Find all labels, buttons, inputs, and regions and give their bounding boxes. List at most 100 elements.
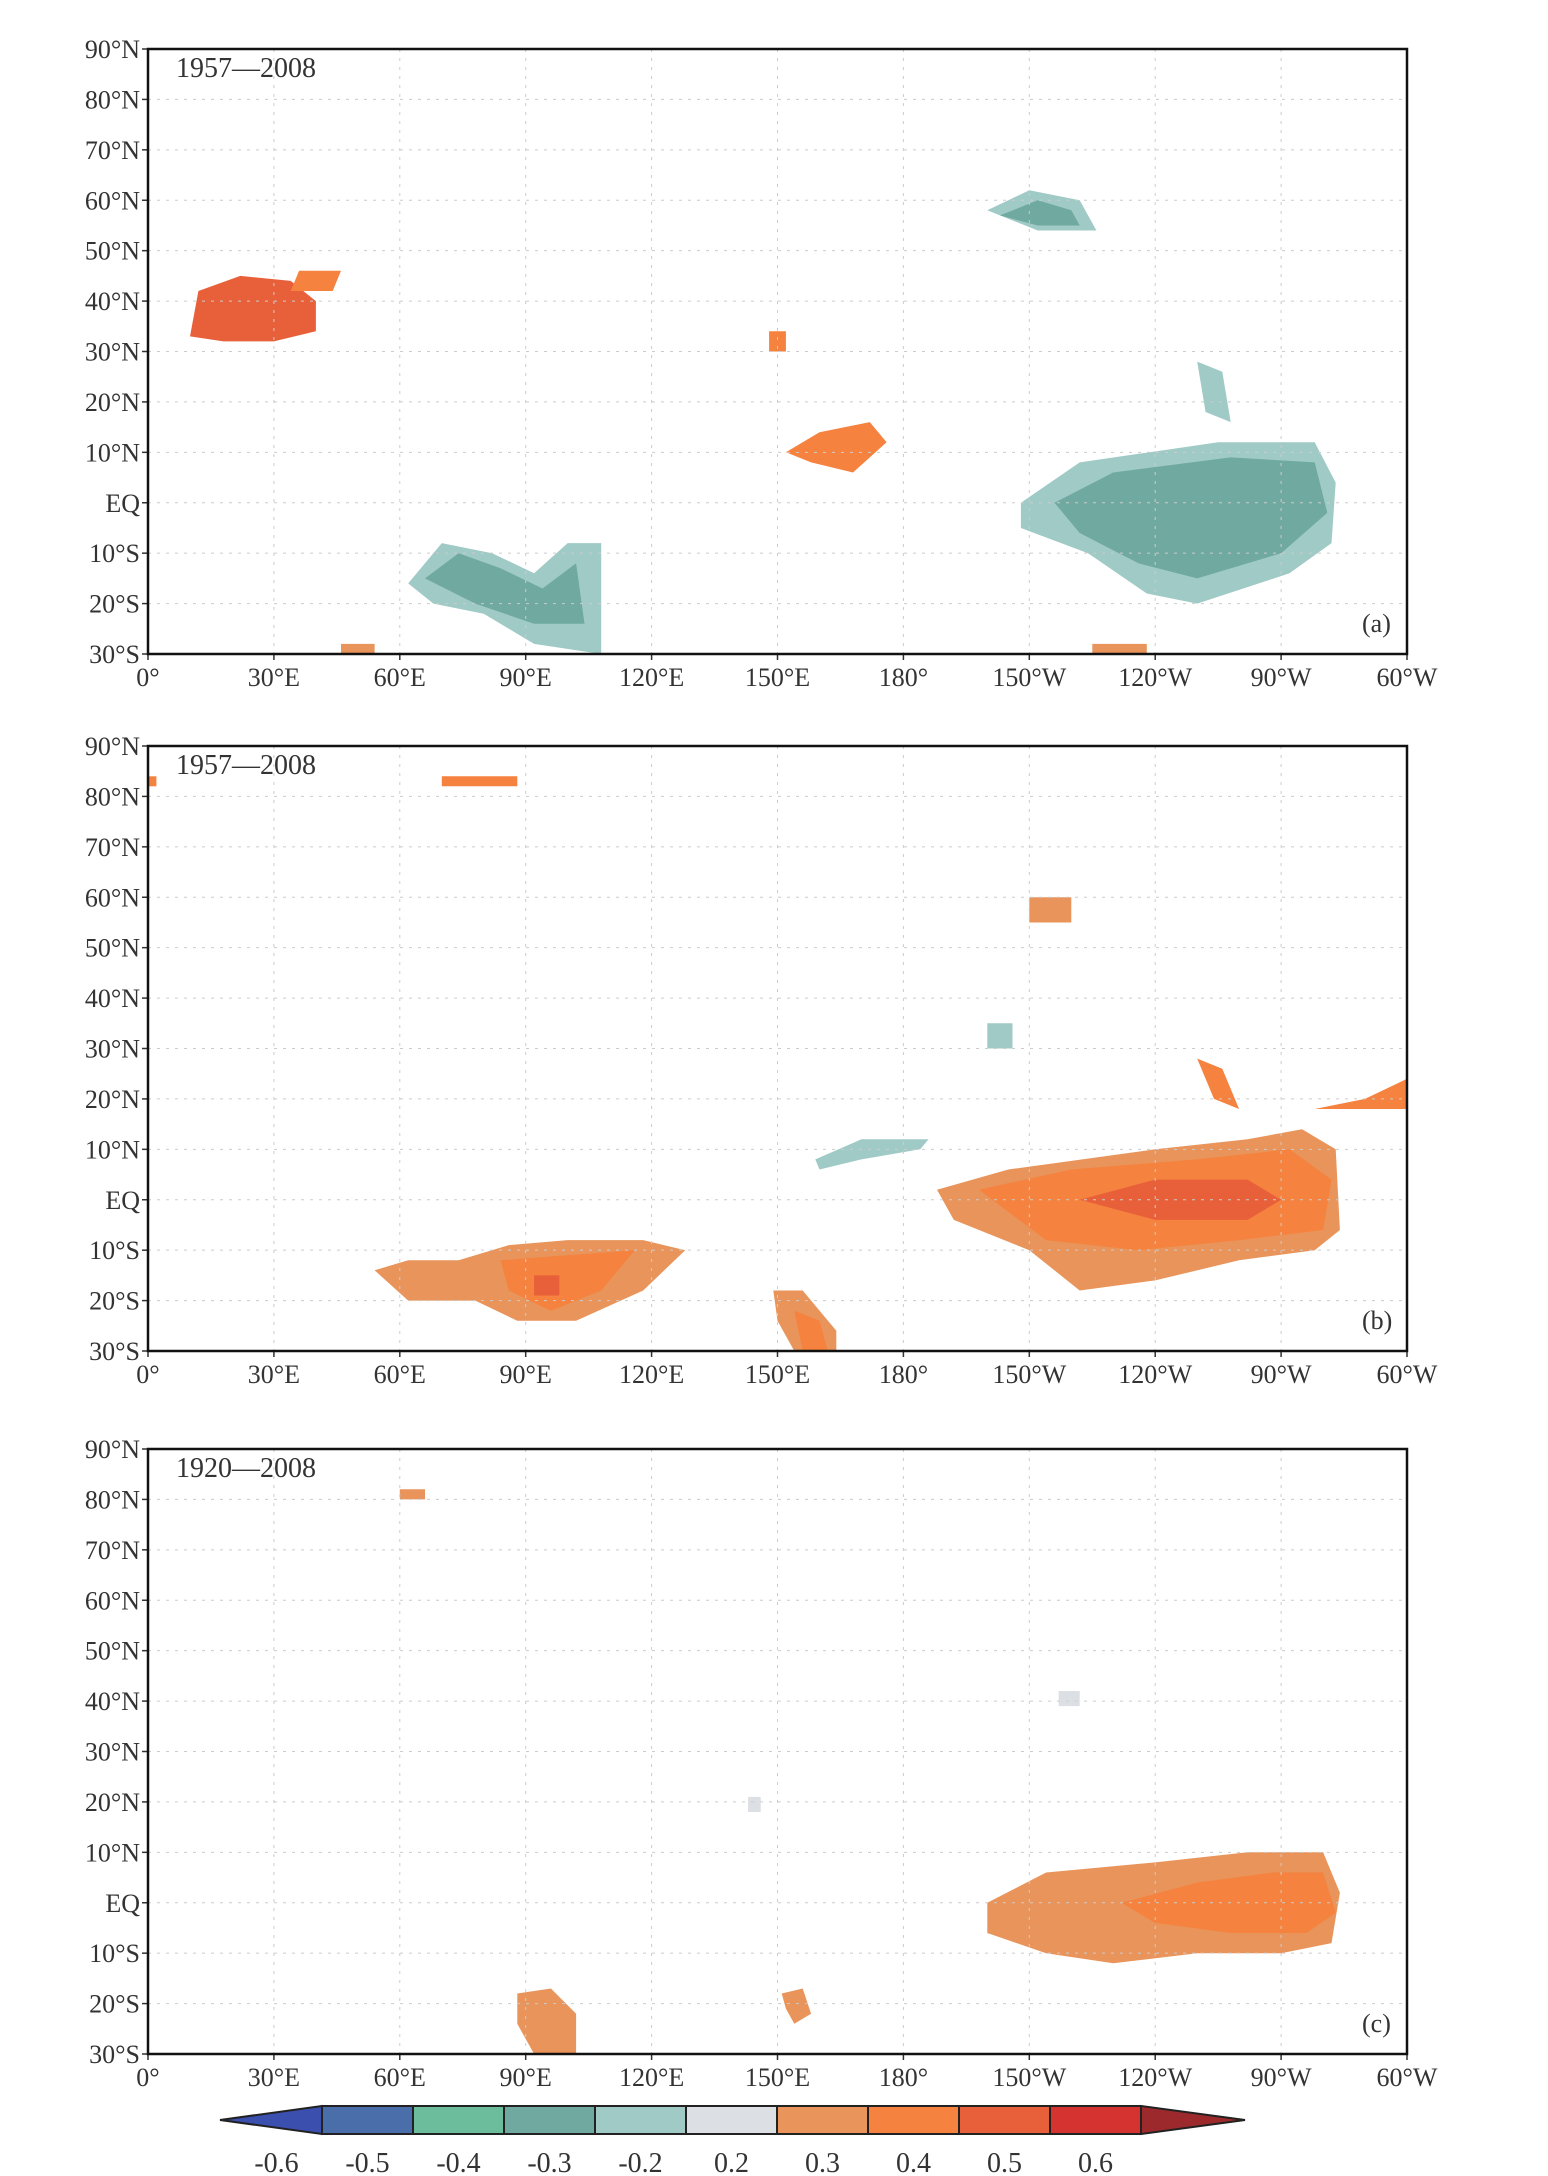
colorbar-tick-label: 0.2 — [714, 2148, 749, 2176]
shaded-region — [425, 553, 585, 624]
shaded-region — [1079, 1179, 1282, 1220]
x-tick-label: 0° — [136, 2063, 159, 2092]
y-tick-label: 10°S — [89, 539, 140, 568]
shaded-region — [1197, 1058, 1240, 1109]
x-tick-label: 60°W — [1377, 663, 1438, 692]
y-tick-label: 70°N — [85, 136, 140, 165]
y-tick-label: 60°N — [85, 883, 140, 912]
colorbar-swatch — [503, 2105, 596, 2135]
x-tick-label: 90°W — [1251, 663, 1312, 692]
colorbar-tick-label: -0.3 — [527, 2148, 571, 2176]
y-tick-label: 20°N — [85, 388, 140, 417]
shaded-region — [1092, 643, 1147, 654]
map-frame — [146, 1447, 1409, 2056]
shaded-region — [781, 1988, 812, 2024]
shaded-region — [517, 1988, 577, 2054]
x-tick-label: 150°E — [745, 1360, 810, 1389]
y-tick-label: 10°S — [89, 1939, 140, 1968]
y-tick-label: 90°N — [85, 35, 140, 64]
y-tick-label: EQ — [105, 1889, 140, 1918]
x-tick-label: 60°E — [374, 1360, 426, 1389]
shaded-region — [190, 275, 316, 342]
x-tick-label: 150°W — [992, 1360, 1066, 1389]
y-tick-label: 10°S — [89, 1236, 140, 1265]
y-tick-label: 20°S — [89, 590, 140, 619]
y-tick-label: 60°N — [85, 1586, 140, 1615]
shaded-region — [399, 1489, 425, 1500]
y-tick-label: 10°N — [85, 1135, 140, 1164]
panel-label: (c) — [1362, 2009, 1391, 2038]
x-tick-label: 90°E — [500, 663, 552, 692]
x-tick-label: 120°E — [619, 663, 684, 692]
colorbar-tick-label: 0.6 — [1078, 2148, 1113, 2176]
x-tick-label: 60°E — [374, 2063, 426, 2092]
x-tick-label: 120°E — [619, 2063, 684, 2092]
y-tick-label: 40°N — [85, 287, 140, 316]
y-tick-label: 50°N — [85, 1637, 140, 1666]
shaded-region — [748, 1796, 761, 1812]
colorbar-tick-label: 0.5 — [987, 2148, 1022, 2176]
shaded-region — [290, 270, 341, 291]
x-tick-label: 30°E — [248, 2063, 300, 2092]
shaded-region — [1197, 361, 1231, 423]
y-tick-label: 70°N — [85, 833, 140, 862]
shaded-region — [1058, 1691, 1080, 1707]
panel-label: (a) — [1362, 609, 1391, 638]
y-tick-label: 30°S — [89, 640, 140, 669]
colorbar-swatch — [594, 2105, 687, 2135]
x-tick-label: 90°E — [500, 2063, 552, 2092]
x-tick-label: 0° — [136, 663, 159, 692]
y-tick-label: 20°S — [89, 1287, 140, 1316]
y-tick-label: 40°N — [85, 1687, 140, 1716]
colorbar-tick-label: -0.6 — [254, 2148, 298, 2176]
colorbar-tick-label: 0.3 — [805, 2148, 840, 2176]
period-label: 1957—2008 — [176, 53, 316, 84]
x-tick-label: 90°W — [1251, 2063, 1312, 2092]
shaded-region — [500, 1250, 635, 1311]
y-tick-label: 30°N — [85, 338, 140, 367]
colorbar-swatch — [412, 2105, 505, 2135]
x-tick-label: 90°W — [1251, 1360, 1312, 1389]
y-tick-label: EQ — [105, 489, 140, 518]
x-tick-label: 180° — [879, 2063, 928, 2092]
y-tick-label: 70°N — [85, 1536, 140, 1565]
shaded-region — [1054, 457, 1328, 579]
y-tick-label: 90°N — [85, 1435, 140, 1464]
x-tick-label: 120°E — [619, 1360, 684, 1389]
colorbar-swatch — [867, 2105, 960, 2135]
map-frame — [146, 47, 1409, 656]
period-label: 1920—2008 — [176, 1453, 316, 1484]
period-label: 1957—2008 — [176, 750, 316, 781]
colorbar-extend-high — [1140, 2104, 1246, 2136]
map-frame — [146, 744, 1409, 1353]
y-tick-label: 20°N — [85, 1788, 140, 1817]
x-tick-label: 150°W — [992, 2063, 1066, 2092]
x-tick-label: 60°W — [1377, 2063, 1438, 2092]
x-tick-label: 30°E — [248, 1360, 300, 1389]
y-tick-label: 30°S — [89, 2040, 140, 2069]
y-tick-label: 30°N — [85, 1738, 140, 1767]
y-tick-label: 80°N — [85, 782, 140, 811]
y-tick-label: 30°N — [85, 1035, 140, 1064]
y-tick-label: EQ — [105, 1186, 140, 1215]
shaded-region — [987, 1023, 1013, 1049]
shaded-region — [148, 776, 157, 787]
colorbar-tick-label: -0.2 — [618, 2148, 662, 2176]
x-tick-label: 120°W — [1118, 663, 1192, 692]
colorbar-swatch — [685, 2105, 778, 2135]
shaded-region — [341, 643, 375, 654]
y-tick-label: 20°N — [85, 1085, 140, 1114]
y-tick-label: 30°S — [89, 1337, 140, 1366]
x-tick-label: 180° — [879, 663, 928, 692]
x-tick-label: 150°E — [745, 663, 810, 692]
y-tick-label: 60°N — [85, 186, 140, 215]
map-panel-b: 0° 30°E 60°E 90°E 120°E 150°E 180° 150°W 120°W 90… — [85, 732, 1438, 1389]
x-tick-label: 60°E — [374, 663, 426, 692]
y-tick-label: 80°N — [85, 85, 140, 114]
x-tick-label: 120°W — [1118, 2063, 1192, 2092]
y-tick-label: 90°N — [85, 732, 140, 761]
colorbar-tick-label: -0.4 — [436, 2148, 480, 2176]
shaded-region — [769, 331, 786, 352]
